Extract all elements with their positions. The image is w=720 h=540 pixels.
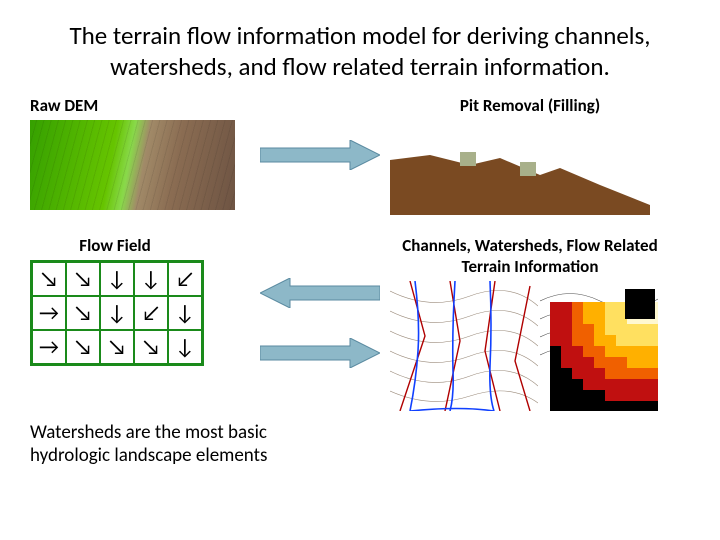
arrow-middle-column xyxy=(250,235,390,411)
channels-images xyxy=(390,281,670,411)
raw-dem-label: Raw DEM xyxy=(30,95,250,116)
flow-label: Flow Field xyxy=(30,235,200,256)
arrow-right-icon xyxy=(260,140,380,170)
flow-cell: ↓ xyxy=(134,262,168,296)
flow-field-grid: ↘↘↓↓↙→↘↓↙↓→↘↘↘↓ xyxy=(30,260,204,366)
flow-cell: → xyxy=(32,296,66,330)
pit-image xyxy=(390,120,650,215)
raw-dem-panel: Raw DEM xyxy=(30,95,250,210)
flow-cell: ↙ xyxy=(168,262,202,296)
flow-cell: → xyxy=(32,330,66,364)
pit-label: Pit Removal (Filling) xyxy=(390,95,670,116)
channels-panel: Channels, Watersheds, Flow Related Terra… xyxy=(390,235,670,411)
heatmap xyxy=(540,281,658,411)
flow-cell: ↘ xyxy=(66,262,100,296)
raw-dem-image xyxy=(30,120,235,210)
diagram-grid: Raw DEM Pit Removal (Filling) Flow Field… xyxy=(30,95,690,411)
arrow-shape xyxy=(260,140,380,170)
pit-fill-2 xyxy=(520,162,536,176)
flow-panel: Flow Field ↘↘↓↓↙→↘↓↙↓→↘↘↘↓ xyxy=(30,235,250,366)
pit-panel: Pit Removal (Filling) xyxy=(390,95,670,215)
flow-cell: ↙ xyxy=(134,296,168,330)
pit-fill-1 xyxy=(460,152,476,166)
channels-label: Channels, Watersheds, Flow Related Terra… xyxy=(390,235,670,277)
page-title: The terrain flow information model for d… xyxy=(30,20,690,83)
flow-cell: ↓ xyxy=(168,330,202,364)
flow-cell: ↘ xyxy=(66,296,100,330)
watershed-map xyxy=(390,281,538,411)
flow-cell: ↓ xyxy=(168,296,202,330)
flow-cell: ↘ xyxy=(134,330,168,364)
arrow-right-icon-2 xyxy=(260,338,380,368)
arrow-left-icon xyxy=(260,278,380,308)
flow-cell: ↓ xyxy=(100,296,134,330)
footer-text: Watersheds are the most basic hydrologic… xyxy=(30,421,350,467)
flow-cell: ↘ xyxy=(100,330,134,364)
flow-cell: ↓ xyxy=(100,262,134,296)
flow-cell: ↘ xyxy=(32,262,66,296)
flow-cell: ↘ xyxy=(66,330,100,364)
arrow-raw-to-pit xyxy=(250,95,390,215)
